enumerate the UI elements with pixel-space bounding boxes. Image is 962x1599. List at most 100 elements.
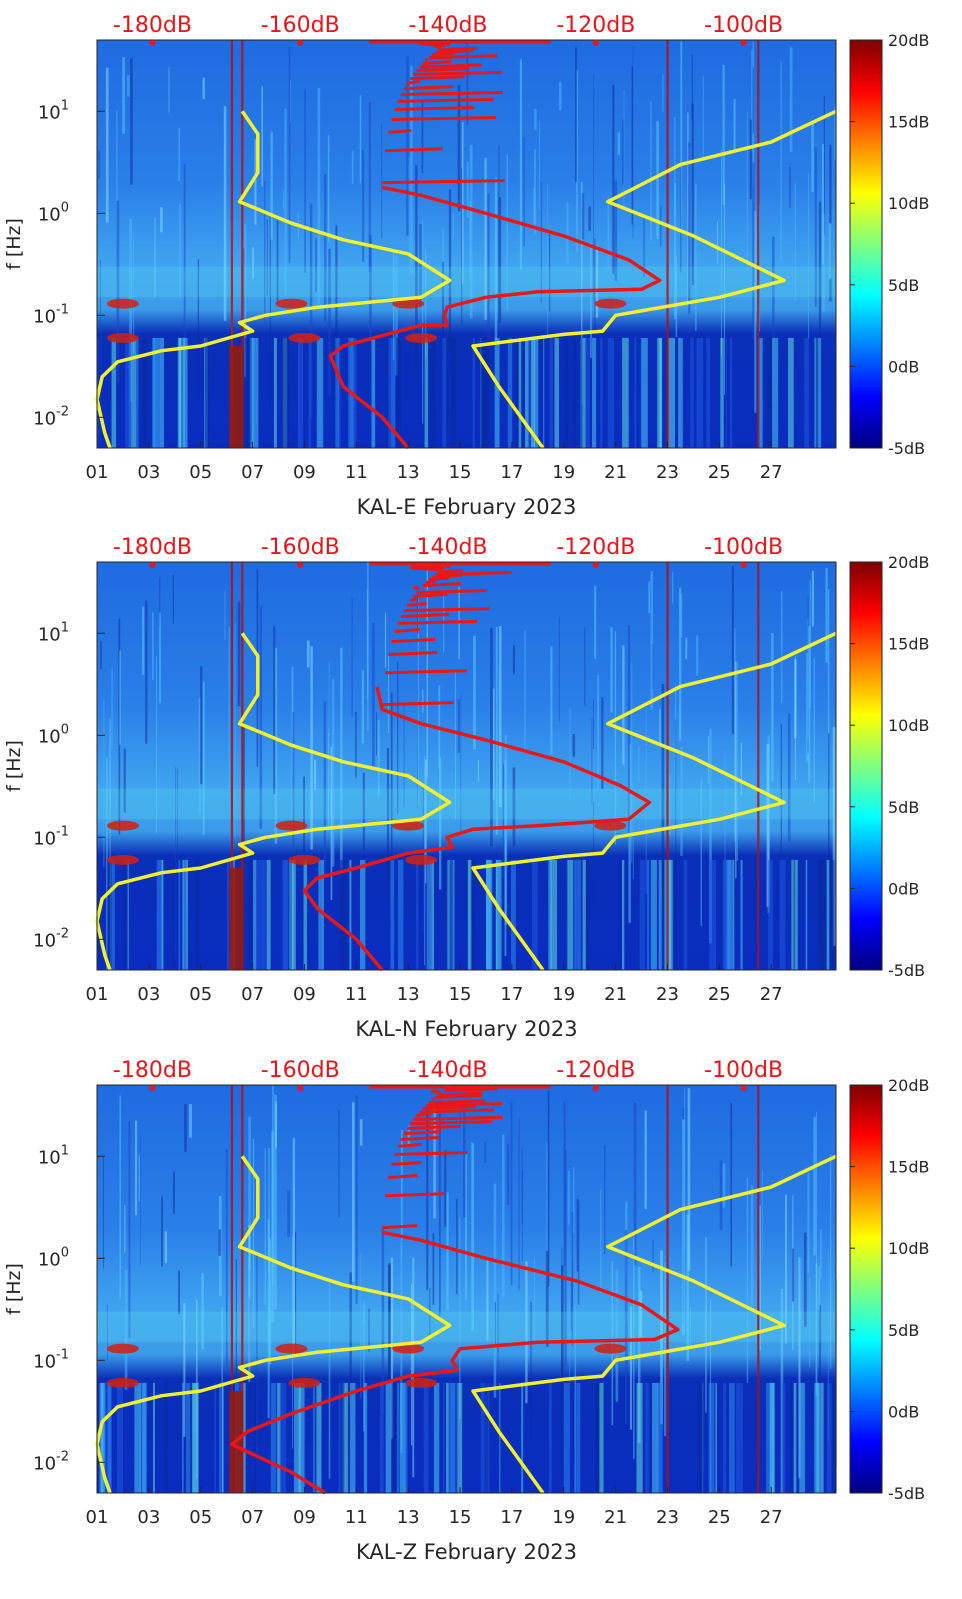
x-tick-label: 05 [189, 462, 212, 483]
spectrogram-streak [794, 183, 796, 302]
spectrogram-streak [623, 90, 625, 209]
psd-spike [419, 1108, 494, 1114]
spectrogram-streak [806, 653, 809, 763]
spectrogram-streak [267, 1219, 270, 1419]
x-tick-label: 15 [449, 462, 472, 483]
spectrogram-streak [633, 1235, 635, 1460]
low-band-streak [709, 859, 717, 970]
psd-spike [431, 51, 456, 57]
top-tick-marker [297, 562, 304, 568]
x-tick-label: 23 [656, 984, 679, 1005]
x-tick-label: 11 [345, 462, 368, 483]
low-band-streak [446, 1382, 449, 1493]
psd-spike [394, 1151, 468, 1157]
low-band-streak [511, 859, 516, 970]
x-tick-label: 21 [604, 984, 627, 1005]
top-axis-label: -140dB [409, 1058, 488, 1083]
spectrogram-streak [460, 693, 462, 834]
spectrogram-streak [534, 108, 537, 131]
low-band-streak [139, 1382, 146, 1493]
spectrogram-streak [138, 1154, 141, 1202]
psd-spike [403, 85, 454, 91]
spectrogram-streak [388, 655, 389, 734]
spectrogram-streak [650, 571, 654, 710]
spectrogram-streak [287, 1190, 290, 1237]
low-band-streak [622, 337, 629, 448]
event-line [666, 1085, 669, 1493]
top-axis-label: -120dB [556, 535, 635, 560]
spectrogram-streak [390, 692, 393, 882]
low-band-streak [449, 1382, 455, 1493]
spectrogram-streak [315, 238, 318, 293]
spectrogram-streak [506, 1143, 510, 1206]
x-tick-label: 21 [604, 1507, 627, 1528]
x-tick-label: 27 [760, 984, 783, 1005]
colorbar-tick-label: 10dB [888, 194, 930, 213]
low-band-streak [423, 1382, 429, 1493]
top-axis-label: -180dB [113, 13, 192, 38]
low-band-streak [396, 337, 401, 448]
spectrogram-streak [540, 181, 542, 303]
psd-spike [435, 49, 474, 55]
low-band-streak [226, 859, 230, 970]
psd-spike [428, 576, 450, 582]
low-band-streak [222, 1382, 224, 1493]
low-band-streak [815, 337, 819, 448]
x-tick-label: 19 [552, 984, 575, 1005]
low-band-streak [472, 337, 475, 448]
low-band-streak [131, 337, 137, 448]
colorbar [849, 1084, 883, 1494]
spectrogram-streak [459, 1217, 461, 1419]
panel-2: 01 03 05 07 09 11 13 15 17 19 21 23 25 27 KAL-N Februa… [3, 535, 930, 1041]
spectrogram-streak [575, 47, 577, 182]
x-tick-label: 15 [449, 1507, 472, 1528]
spectrogram-streak [547, 1090, 550, 1287]
low-band-streak [335, 337, 340, 448]
spectrogram-streak [617, 132, 620, 156]
low-band-streak [817, 859, 824, 970]
low-band-streak [486, 859, 491, 970]
spectrogram-streak [291, 1236, 293, 1449]
spectrogram-streak [512, 645, 515, 674]
spectrogram-streak [624, 1230, 628, 1424]
y-tick-label: 100 [38, 200, 69, 225]
low-band-streak [247, 859, 253, 970]
spectrogram-streak [477, 760, 479, 782]
spectrogram-streak [792, 1248, 794, 1302]
low-band-streak [99, 1382, 104, 1493]
spectrogram-streak [780, 61, 782, 263]
low-band-streak [429, 337, 436, 448]
spectrogram-streak [772, 236, 775, 406]
psd-spike [438, 568, 464, 574]
low-band-streak [782, 1382, 786, 1493]
spectrogram-streak [317, 88, 321, 304]
spectrogram-streak [534, 1256, 536, 1342]
spectrogram-streak [412, 1257, 415, 1478]
spectrogram-streak [410, 65, 413, 275]
low-band-streak [282, 859, 289, 970]
spectrogram-streak [546, 1142, 548, 1355]
low-band-streak [670, 337, 674, 448]
spectrogram-streak [832, 726, 836, 946]
top-tick-marker [592, 1085, 599, 1091]
spectrogram-streak [407, 1125, 411, 1147]
spectrogram-streak [421, 689, 424, 713]
low-band-streak [818, 1382, 821, 1493]
low-band-streak [708, 1382, 715, 1493]
low-band-streak [585, 859, 590, 970]
spectrogram-streak [573, 1167, 575, 1233]
x-tick-label: 11 [345, 984, 368, 1005]
spectrogram-streak [610, 627, 613, 713]
low-band-streak [442, 1382, 445, 1493]
spectrogram-streak [766, 743, 770, 907]
low-band-streak [107, 859, 112, 970]
low-band-streak [793, 859, 795, 970]
low-band-streak [585, 337, 590, 448]
spectrogram-streak [351, 597, 353, 718]
low-band-streak [467, 859, 471, 970]
low-band-streak [397, 859, 404, 970]
spectrogram-streak [593, 74, 595, 297]
spectrogram-streak [454, 670, 456, 820]
psd-spike [388, 650, 438, 656]
event-line [241, 1085, 244, 1493]
